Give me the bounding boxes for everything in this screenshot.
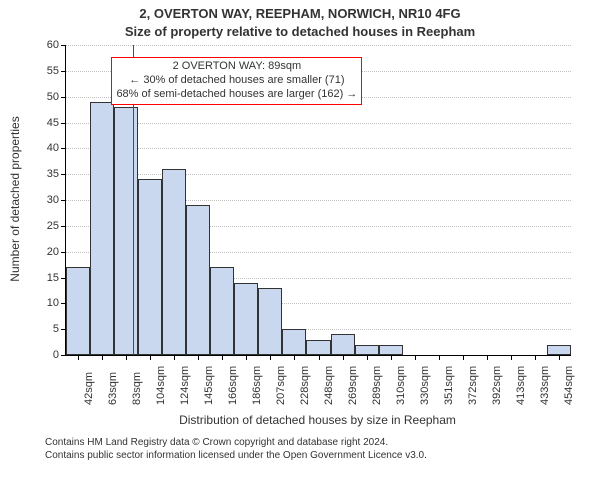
chart-title-line1: 2, OVERTON WAY, REEPHAM, NORWICH, NR10 4… [0,6,600,21]
xtick-label: 63sqm [107,372,119,405]
xtick-label: 104sqm [155,366,167,405]
ytick-label: 25 [37,220,59,232]
ytick-label: 50 [37,91,59,103]
histogram-bar [186,205,210,355]
ytick-label: 30 [37,194,59,206]
gridline [66,174,571,175]
ytick-label: 55 [37,65,59,77]
annotation-line-1: 2 OVERTON WAY: 89sqm [116,60,357,74]
xtick-label: 83sqm [131,372,143,405]
ytick-mark [61,355,66,356]
xtick-label: 330sqm [419,366,431,405]
xtick-mark [559,355,560,360]
ytick-mark [61,45,66,46]
histogram-bar [331,334,355,355]
xtick-label: 248sqm [323,366,335,405]
xtick-mark [126,355,127,360]
xtick-label: 166sqm [227,366,239,405]
xtick-label: 269sqm [347,366,359,405]
footer-line-2: Contains public sector information licen… [45,450,427,463]
xtick-mark [319,355,320,360]
ytick-label: 60 [37,39,59,51]
histogram-bar [90,102,114,355]
xtick-mark [391,355,392,360]
ytick-mark [61,226,66,227]
xtick-label: 351sqm [443,366,455,405]
xtick-label: 42sqm [83,372,95,405]
ytick-mark [61,200,66,201]
chart-title-line2: Size of property relative to detached ho… [0,24,600,39]
xtick-mark [511,355,512,360]
annotation-line-2: ← 30% of detached houses are smaller (71… [116,74,357,88]
histogram-bar [379,345,403,355]
xtick-mark [102,355,103,360]
ytick-mark [61,252,66,253]
figure: 2, OVERTON WAY, REEPHAM, NORWICH, NR10 4… [0,0,600,500]
xtick-mark [174,355,175,360]
histogram-bar [114,107,138,355]
xtick-mark [150,355,151,360]
xtick-mark [198,355,199,360]
xtick-label: 228sqm [299,366,311,405]
xtick-mark [270,355,271,360]
xtick-label: 392sqm [491,366,503,405]
ytick-mark [61,71,66,72]
histogram-bar [234,283,258,355]
footer-line-1: Contains HM Land Registry data © Crown c… [45,437,427,450]
xtick-label: 454sqm [563,366,575,405]
xtick-mark [463,355,464,360]
histogram-bar [162,169,186,355]
xtick-mark [222,355,223,360]
annotation-box: 2 OVERTON WAY: 89sqm ← 30% of detached h… [111,57,362,104]
ytick-label: 10 [37,297,59,309]
xtick-mark [487,355,488,360]
histogram-bar [306,340,330,356]
ytick-label: 35 [37,168,59,180]
xtick-mark [246,355,247,360]
annotation-line-3: 68% of semi-detached houses are larger (… [116,88,357,102]
ytick-label: 0 [37,349,59,361]
xtick-mark [535,355,536,360]
xtick-mark [415,355,416,360]
ytick-label: 40 [37,142,59,154]
xtick-label: 310sqm [395,366,407,405]
histogram-bar [66,267,90,355]
histogram-bar [258,288,282,355]
xtick-label: 145sqm [203,366,215,405]
ytick-mark [61,174,66,175]
xtick-label: 186sqm [251,366,263,405]
xtick-mark [294,355,295,360]
xtick-mark [78,355,79,360]
xtick-label: 413sqm [515,366,527,405]
histogram-bar [282,329,306,355]
histogram-bar [138,179,162,355]
ytick-label: 5 [37,323,59,335]
footer-attribution: Contains HM Land Registry data © Crown c… [45,437,427,462]
ytick-mark [61,123,66,124]
gridline [66,45,571,46]
ytick-mark [61,148,66,149]
xtick-label: 433sqm [539,366,551,405]
plot-area: 2 OVERTON WAY: 89sqm ← 30% of detached h… [65,45,571,356]
xtick-mark [367,355,368,360]
xtick-label: 207sqm [275,366,287,405]
ytick-mark [61,97,66,98]
ytick-label: 45 [37,117,59,129]
x-axis-label: Distribution of detached houses by size … [65,413,570,427]
gridline [66,148,571,149]
histogram-bar [355,345,379,355]
xtick-label: 289sqm [371,366,383,405]
ytick-label: 20 [37,246,59,258]
xtick-mark [439,355,440,360]
gridline [66,123,571,124]
histogram-bar [210,267,234,355]
xtick-mark [343,355,344,360]
xtick-label: 124sqm [179,366,191,405]
histogram-bar [547,345,571,355]
xtick-label: 372sqm [467,366,479,405]
ytick-label: 15 [37,272,59,284]
y-axis-label: Number of detached properties [8,99,22,299]
